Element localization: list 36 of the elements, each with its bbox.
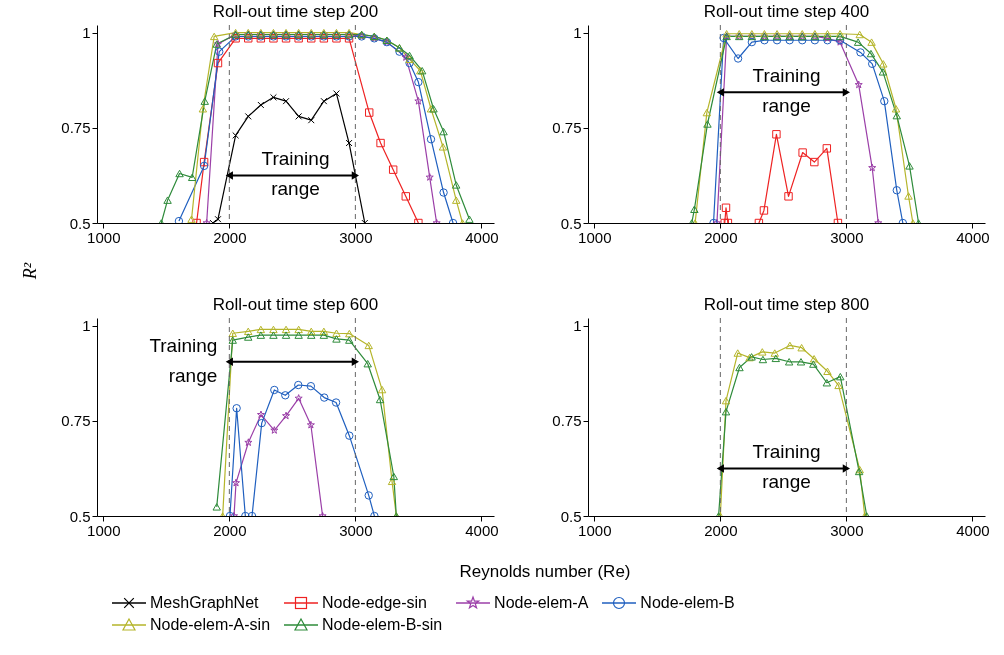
chart-title: Roll-out time step 200 <box>212 1 379 21</box>
x-tick-label: 2000 <box>704 521 738 539</box>
x-tick-label: 3000 <box>339 228 373 246</box>
y-tick-label: 0.75 <box>552 119 582 137</box>
chart-title: Roll-out time step 800 <box>703 294 870 314</box>
x-tick-label: 2000 <box>213 521 247 539</box>
x-tick-label: 4000 <box>956 521 990 539</box>
x-tick-label: 3000 <box>830 228 864 246</box>
annotation: Training range <box>149 334 218 386</box>
x-axis-title: Reynolds number (Re) <box>458 562 632 581</box>
x-tick-label: 4000 <box>465 521 499 539</box>
y-axis-title: R² <box>20 262 41 280</box>
legend-label: Node-elem-B-sin <box>322 616 443 634</box>
legend-label: Node-edge-sin <box>322 594 427 612</box>
y-tick-label: 1 <box>82 317 91 335</box>
x-tick-label: 4000 <box>956 228 990 246</box>
y-tick-label: 0.75 <box>552 412 582 430</box>
x-tick-label: 3000 <box>830 521 864 539</box>
x-tick-label: 2000 <box>704 228 738 246</box>
y-tick-label: 1 <box>573 24 582 42</box>
legend-label: Node-elem-A-sin <box>150 616 271 634</box>
annotation: Training range <box>261 148 330 200</box>
y-tick-label: 0.75 <box>61 119 91 137</box>
annotation: Training range <box>752 65 821 117</box>
y-tick-label: 1 <box>573 317 582 335</box>
x-tick-label: 2000 <box>213 228 247 246</box>
legend-label: Node-elem-B <box>640 594 735 612</box>
chart-title: Roll-out time step 400 <box>703 1 870 21</box>
x-tick-label: 4000 <box>465 228 499 246</box>
x-tick-label: 3000 <box>339 521 373 539</box>
legend-label: Node-elem-A <box>494 594 589 612</box>
chart-title: Roll-out time step 600 <box>212 294 379 314</box>
legend-label: MeshGraphNet <box>150 594 259 612</box>
y-tick-label: 1 <box>82 24 91 42</box>
annotation: Training range <box>752 441 821 493</box>
y-tick-label: 0.75 <box>61 412 91 430</box>
